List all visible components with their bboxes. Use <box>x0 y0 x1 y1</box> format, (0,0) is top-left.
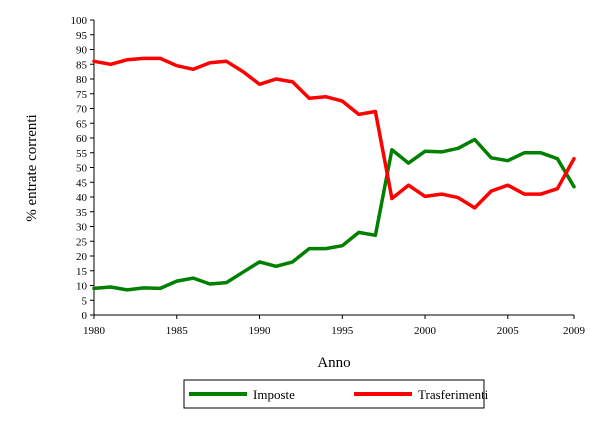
y-axis-title: % entrate correnti <box>24 114 40 221</box>
y-ticks: 0 5 10 15 20 25 30 35 40 45 50 55 60 65 70 75 80 85 90 95 10… <box>71 15 94 322</box>
y-tick-label: 100 <box>71 15 88 27</box>
legend-label-trasferimenti: Trasferimenti <box>418 387 489 402</box>
y-tick-label: 10 <box>76 281 88 293</box>
y-tick-label: 50 <box>76 163 88 175</box>
y-tick-label: 95 <box>76 30 88 42</box>
y-tick-label: 55 <box>76 148 88 160</box>
legend-label-imposte: Imposte <box>253 387 295 402</box>
series-line-imposte <box>92 137 576 292</box>
x-tick-label: 2005 <box>497 325 520 337</box>
x-axis-title: Anno <box>317 355 350 371</box>
series-line-trasferimenti <box>92 56 576 210</box>
y-tick-label: 0 <box>82 310 88 322</box>
y-tick-label: 80 <box>76 74 88 86</box>
y-tick-label: 40 <box>76 192 88 204</box>
y-tick-label: 30 <box>76 222 88 234</box>
y-tick-label: 5 <box>82 295 88 307</box>
plot-axes <box>93 20 574 316</box>
x-ticks: 1980 1985 1990 1995 2000 2005 2009 <box>83 315 586 337</box>
y-tick-label: 20 <box>76 251 88 263</box>
y-tick-label: 65 <box>76 118 88 130</box>
y-tick-label: 15 <box>76 266 88 278</box>
y-tick-label: 60 <box>76 133 88 145</box>
y-tick-label: 85 <box>76 59 88 71</box>
y-tick-label: 90 <box>76 45 88 57</box>
legend: Imposte Trasferimenti <box>183 379 489 409</box>
y-tick-label: 75 <box>76 89 88 101</box>
y-tick-label: 25 <box>76 236 88 248</box>
x-tick-label: 1985 <box>166 325 189 337</box>
x-tick-label: 1990 <box>249 325 272 337</box>
x-tick-label: 2000 <box>414 325 437 337</box>
y-tick-label: 45 <box>76 177 88 189</box>
y-tick-label: 35 <box>76 207 88 219</box>
series-lines <box>92 56 576 292</box>
x-tick-label: 1995 <box>331 325 354 337</box>
y-tick-label: 70 <box>76 104 88 116</box>
x-tick-label: 1980 <box>83 325 106 337</box>
x-tick-label: 2009 <box>563 325 586 337</box>
